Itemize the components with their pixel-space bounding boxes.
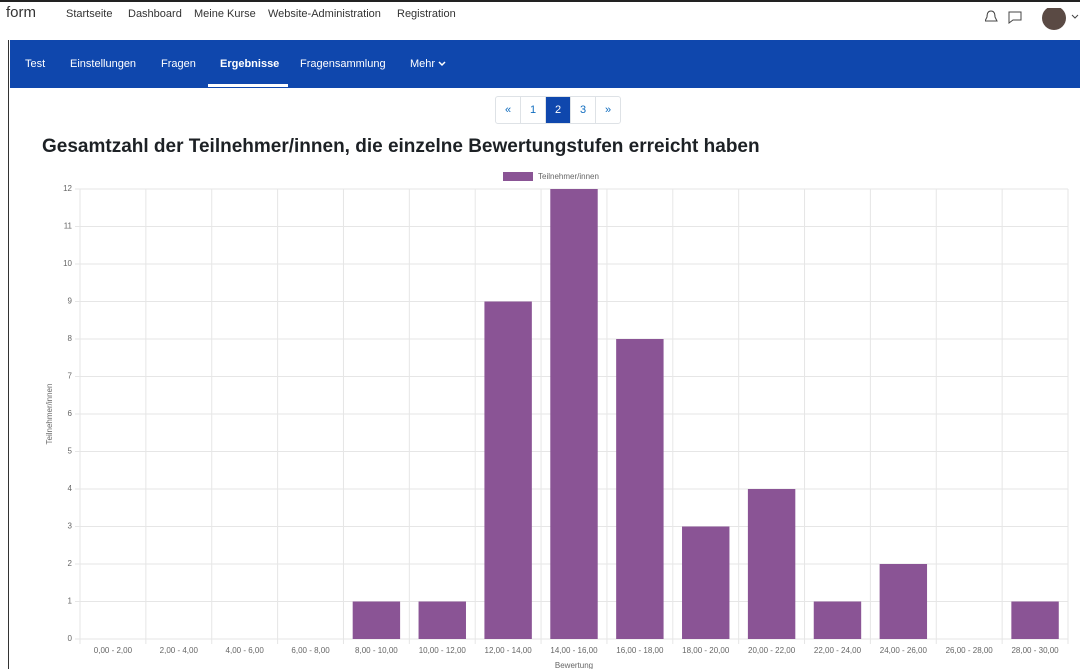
- nav-link[interactable]: Meine Kurse: [194, 8, 256, 20]
- x-tick-label: 24,00 - 26,00: [880, 646, 928, 655]
- bar: [419, 602, 466, 640]
- x-tick-label: 6,00 - 8,00: [291, 646, 330, 655]
- nav-link[interactable]: Dashboard: [128, 8, 182, 20]
- y-tick-label: 8: [68, 334, 73, 343]
- tab[interactable]: Fragen: [161, 58, 196, 70]
- tab[interactable]: Einstellungen: [70, 58, 136, 70]
- x-tick-label: 10,00 - 12,00: [419, 646, 467, 655]
- avatar[interactable]: [1042, 8, 1066, 30]
- bell-icon[interactable]: [985, 11, 997, 21]
- x-tick-label: 22,00 - 24,00: [814, 646, 862, 655]
- bar: [748, 489, 795, 639]
- legend-label: Teilnehmer/innen: [538, 172, 599, 181]
- tab[interactable]: Fragensammlung: [300, 58, 386, 70]
- tab-active[interactable]: Ergebnisse: [220, 58, 279, 70]
- y-tick-label: 11: [64, 222, 73, 231]
- bar: [682, 527, 729, 640]
- bar: [880, 564, 927, 639]
- x-tick-label: 12,00 - 14,00: [485, 646, 533, 655]
- x-tick-label: 18,00 - 20,00: [682, 646, 730, 655]
- chevron[interactable]: [1072, 15, 1078, 18]
- page-link-active[interactable]: 2: [546, 97, 571, 123]
- top-nav: form Startseite Dashboard Meine Kurse We…: [0, 0, 1080, 40]
- bar: [616, 339, 663, 639]
- active-underline: [208, 84, 288, 87]
- nav-link[interactable]: Website-Administration: [268, 8, 381, 20]
- y-axis-label: Teilnehmer/innen: [45, 384, 54, 445]
- page: form Startseite Dashboard Meine Kurse We…: [0, 0, 1080, 669]
- y-tick-label: 1: [68, 597, 73, 606]
- x-tick-label: 20,00 - 22,00: [748, 646, 796, 655]
- page-link[interactable]: «: [496, 97, 521, 123]
- bar: [550, 189, 597, 639]
- x-tick-label: 0,00 - 2,00: [94, 646, 133, 655]
- page-link[interactable]: 3: [571, 97, 596, 123]
- y-tick-label: 12: [63, 184, 72, 193]
- y-tick-label: 2: [68, 559, 73, 568]
- y-tick-label: 0: [68, 634, 73, 643]
- tab-bar: Test Einstellungen Fragen Ergebnisse Fra…: [10, 40, 1080, 88]
- brand[interactable]: form: [6, 4, 36, 21]
- page-link[interactable]: 1: [521, 97, 546, 123]
- x-tick-label: 8,00 - 10,00: [355, 646, 398, 655]
- y-tick-label: 10: [63, 259, 72, 268]
- bar: [1011, 602, 1058, 640]
- x-tick-label: 14,00 - 16,00: [550, 646, 598, 655]
- page-link[interactable]: »: [596, 97, 620, 123]
- bar: [484, 302, 531, 640]
- x-tick-label: 4,00 - 6,00: [226, 646, 265, 655]
- x-tick-label: 28,00 - 30,00: [1011, 646, 1059, 655]
- tab[interactable]: Test: [25, 58, 45, 70]
- y-tick-label: 9: [68, 297, 73, 306]
- bar: [814, 602, 861, 640]
- chat-icon[interactable]: [1009, 12, 1021, 23]
- y-tick-label: 7: [68, 372, 73, 381]
- bar: [353, 602, 400, 640]
- user-icons[interactable]: [985, 8, 1080, 34]
- y-tick-label: 4: [68, 484, 73, 493]
- chart: Gesamtzahl der Teilnehmer/innen, die ein…: [0, 130, 1080, 669]
- x-tick-label: 2,00 - 4,00: [160, 646, 199, 655]
- x-tick-label: 26,00 - 28,00: [946, 646, 994, 655]
- legend-swatch: [503, 172, 533, 181]
- chevron: [438, 61, 446, 67]
- pagination: « 1 2 3 »: [495, 96, 621, 124]
- y-tick-label: 5: [68, 447, 73, 456]
- nav-link[interactable]: Startseite: [66, 8, 112, 20]
- y-tick-label: 6: [68, 409, 73, 418]
- chart-title: Gesamtzahl der Teilnehmer/innen, die ein…: [42, 136, 760, 157]
- x-tick-label: 16,00 - 18,00: [616, 646, 664, 655]
- y-tick-label: 3: [68, 522, 73, 531]
- tab[interactable]: Mehr: [410, 58, 435, 70]
- nav-link[interactable]: Registration: [397, 8, 456, 20]
- x-axis-label: Bewertung: [555, 661, 593, 669]
